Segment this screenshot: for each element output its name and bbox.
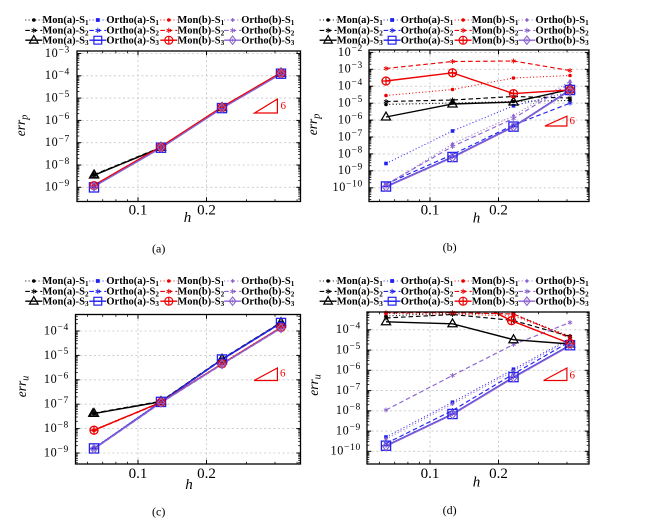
svg-text:Ortho(b)-S1: Ortho(b)-S1 (536, 15, 590, 27)
svg-text:Mon(b)-S2: Mon(b)-S2 (472, 26, 519, 38)
svg-text:Mon(a)-S1: Mon(a)-S1 (42, 15, 89, 27)
svg-text:Mon(b)-S3: Mon(b)-S3 (472, 296, 519, 308)
svg-text:0.1: 0.1 (421, 466, 440, 482)
svg-text:(a): (a) (152, 242, 165, 256)
svg-text:Ortho(a)-S3: Ortho(a)-S3 (106, 296, 159, 308)
svg-text:6: 6 (570, 370, 576, 382)
svg-text:erru: erru (306, 374, 324, 396)
svg-text:h: h (185, 477, 193, 493)
svg-text:6: 6 (280, 368, 286, 380)
svg-text:Ortho(b)-S1: Ortho(b)-S1 (536, 276, 590, 288)
svg-text:(c): (c) (152, 505, 165, 519)
svg-text:(b): (b) (443, 240, 457, 254)
svg-text:Ortho(a)-S2: Ortho(a)-S2 (401, 26, 454, 38)
svg-text:0.2: 0.2 (197, 203, 216, 219)
svg-text:Mon(a)-S3: Mon(a)-S3 (42, 296, 89, 308)
svg-text:0.1: 0.1 (421, 203, 440, 219)
svg-text:Ortho(a)-S1: Ortho(a)-S1 (401, 15, 454, 27)
svg-text:Mon(a)-S2: Mon(a)-S2 (337, 287, 384, 299)
svg-text:6: 6 (281, 100, 287, 112)
svg-text:Ortho(b)-S2: Ortho(b)-S2 (536, 287, 590, 299)
svg-text:0.2: 0.2 (489, 466, 508, 482)
svg-text:Ortho(b)-S3: Ortho(b)-S3 (241, 35, 295, 47)
svg-text:Mon(a)-S3: Mon(a)-S3 (42, 35, 89, 47)
svg-text:(d): (d) (443, 503, 457, 517)
svg-text:erru: erru (14, 376, 32, 398)
svg-text:Mon(b)-S1: Mon(b)-S1 (472, 15, 519, 27)
svg-text:Mon(a)-S3: Mon(a)-S3 (337, 35, 384, 47)
svg-text:Ortho(b)-S2: Ortho(b)-S2 (536, 26, 590, 38)
svg-text:errp: errp (305, 114, 323, 136)
svg-text:Ortho(a)-S1: Ortho(a)-S1 (401, 276, 454, 288)
svg-text:h: h (184, 210, 192, 226)
svg-text:Ortho(a)-S2: Ortho(a)-S2 (106, 26, 159, 38)
svg-text:h: h (473, 475, 481, 491)
svg-text:Ortho(b)-S2: Ortho(b)-S2 (241, 287, 295, 299)
svg-text:Ortho(b)-S2: Ortho(b)-S2 (241, 26, 295, 38)
svg-text:6: 6 (570, 115, 576, 127)
svg-text:0.1: 0.1 (129, 466, 148, 482)
svg-text:0.2: 0.2 (489, 203, 508, 219)
svg-text:Ortho(a)-S3: Ortho(a)-S3 (106, 35, 159, 47)
svg-text:Ortho(a)-S1: Ortho(a)-S1 (106, 15, 159, 27)
svg-text:Mon(b)-S1: Mon(b)-S1 (472, 276, 519, 288)
svg-text:Mon(b)-S3: Mon(b)-S3 (472, 35, 519, 47)
svg-text:errp: errp (13, 115, 31, 137)
svg-text:Mon(a)-S2: Mon(a)-S2 (42, 26, 89, 38)
svg-text:Mon(a)-S1: Mon(a)-S1 (42, 276, 89, 288)
svg-text:Mon(a)-S2: Mon(a)-S2 (42, 287, 89, 299)
svg-text:Mon(b)-S3: Mon(b)-S3 (177, 296, 224, 308)
svg-text:0.2: 0.2 (197, 466, 216, 482)
svg-text:Mon(a)-S3: Mon(a)-S3 (337, 296, 384, 308)
svg-text:Mon(a)-S1: Mon(a)-S1 (337, 276, 384, 288)
svg-text:Mon(b)-S1: Mon(b)-S1 (177, 276, 224, 288)
svg-text:Mon(b)-S1: Mon(b)-S1 (177, 15, 224, 27)
svg-text:0.1: 0.1 (129, 203, 148, 219)
svg-text:Ortho(a)-S3: Ortho(a)-S3 (401, 296, 454, 308)
svg-text:Ortho(b)-S1: Ortho(b)-S1 (241, 276, 295, 288)
svg-text:Mon(b)-S2: Mon(b)-S2 (177, 26, 224, 38)
svg-text:Mon(a)-S1: Mon(a)-S1 (337, 15, 384, 27)
svg-text:Ortho(b)-S3: Ortho(b)-S3 (241, 296, 295, 308)
svg-text:Mon(b)-S3: Mon(b)-S3 (177, 35, 224, 47)
svg-text:Mon(a)-S2: Mon(a)-S2 (337, 26, 384, 38)
svg-text:Ortho(b)-S3: Ortho(b)-S3 (536, 296, 590, 308)
svg-text:h: h (473, 211, 481, 227)
svg-text:Ortho(a)-S2: Ortho(a)-S2 (401, 287, 454, 299)
svg-text:Mon(b)-S2: Mon(b)-S2 (472, 287, 519, 299)
svg-text:Mon(b)-S2: Mon(b)-S2 (177, 287, 224, 299)
svg-text:Ortho(a)-S3: Ortho(a)-S3 (401, 35, 454, 47)
svg-text:Ortho(b)-S1: Ortho(b)-S1 (241, 15, 295, 27)
svg-text:Ortho(b)-S3: Ortho(b)-S3 (536, 35, 590, 47)
svg-text:Ortho(a)-S1: Ortho(a)-S1 (106, 276, 159, 288)
svg-text:Ortho(a)-S2: Ortho(a)-S2 (106, 287, 159, 299)
